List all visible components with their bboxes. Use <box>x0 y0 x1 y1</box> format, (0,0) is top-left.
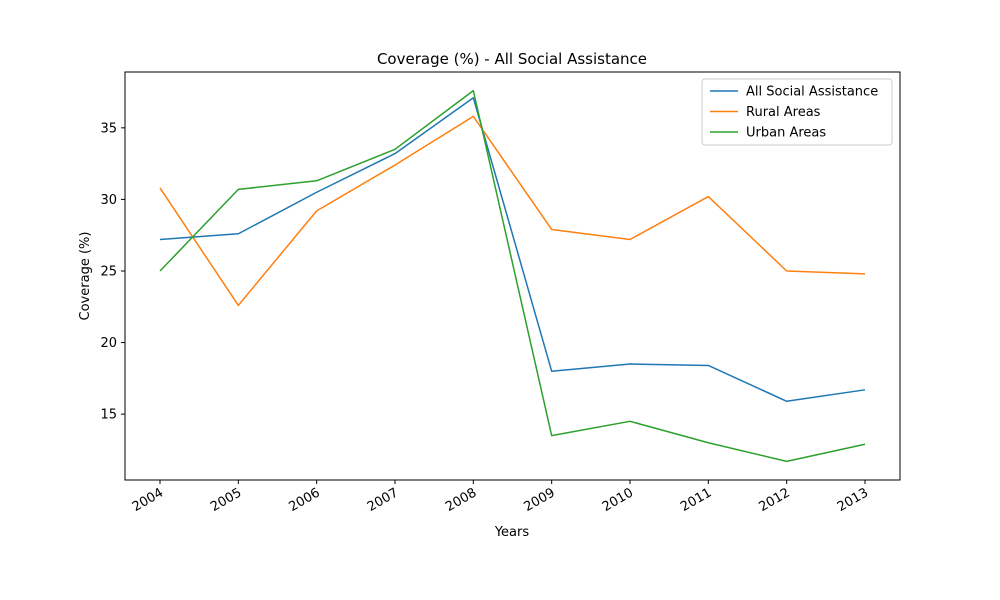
legend-box <box>701 78 893 146</box>
y-tick-label: 25 <box>100 264 117 279</box>
y-tick-label: 30 <box>100 193 117 208</box>
x-tick-label: 2009 <box>522 485 558 515</box>
x-tick-label: 2007 <box>365 485 401 515</box>
y-axis-label: Coverage (%) <box>78 232 93 321</box>
x-axis-label: Years <box>494 525 530 540</box>
x-tick-label: 2004 <box>130 485 166 515</box>
series-line-2 <box>159 89 866 463</box>
series-line-0 <box>159 97 866 403</box>
legend: All Social Assistance Rural Areas Urban Ar… <box>701 78 893 146</box>
y-axis: 15 20 25 30 35 <box>100 121 125 423</box>
series-layer <box>159 89 866 463</box>
x-tick-label: 2010 <box>600 485 636 515</box>
legend-label-1: Rural Areas <box>746 105 821 120</box>
x-tick-label: 2013 <box>835 485 871 515</box>
plot-frame <box>124 71 901 481</box>
x-tick-label: 2011 <box>678 485 714 515</box>
series-line-1 <box>159 115 866 307</box>
x-tick-label: 2006 <box>287 485 323 515</box>
chart-title: Coverage (%) - All Social Assistance <box>377 50 647 68</box>
x-tick-label: 2012 <box>757 485 793 515</box>
x-tick-label: 2008 <box>443 485 479 515</box>
legend-label-0: All Social Assistance <box>746 85 878 100</box>
legend-label-2: Urban Areas <box>746 126 826 141</box>
y-tick-label: 20 <box>100 336 117 351</box>
y-tick-label: 35 <box>100 121 117 136</box>
x-tick-label: 2005 <box>208 485 244 515</box>
y-tick-label: 15 <box>100 408 117 423</box>
x-axis: 2004 2005 2006 2007 2008 2009 2010 2011 2012 2013 <box>130 480 871 515</box>
